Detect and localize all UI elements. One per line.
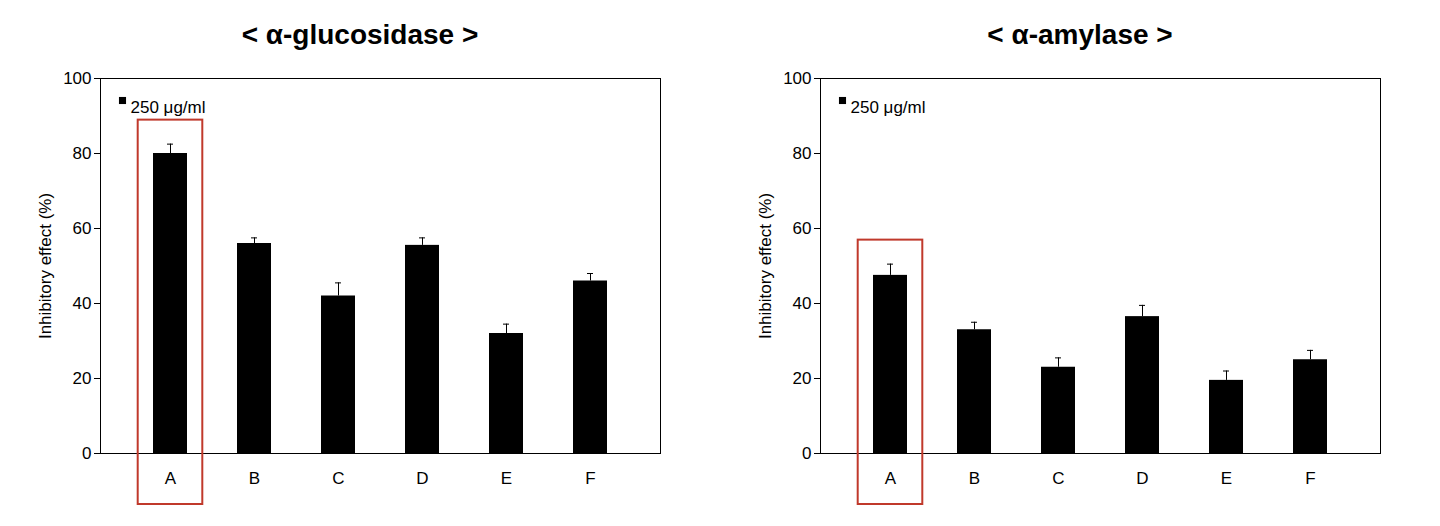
svg-text:B: B [249, 469, 260, 488]
svg-text:F: F [585, 469, 595, 488]
svg-text:80: 80 [73, 144, 92, 163]
svg-text:D: D [416, 469, 428, 488]
svg-text:100: 100 [63, 69, 91, 88]
svg-text:60: 60 [793, 219, 812, 238]
svg-text:C: C [332, 469, 344, 488]
svg-text:B: B [969, 469, 980, 488]
svg-text:E: E [1221, 469, 1232, 488]
svg-text:20: 20 [73, 369, 92, 388]
svg-text:40: 40 [73, 294, 92, 313]
svg-text:0: 0 [82, 444, 91, 463]
svg-text:A: A [885, 469, 897, 488]
html-text:< α-glucosidase >: < α-glucosidase > [241, 19, 479, 50]
svg-text:F: F [1305, 469, 1315, 488]
svg-text:100: 100 [783, 69, 811, 88]
svg-text:0: 0 [802, 444, 811, 463]
svg-text:80: 80 [793, 144, 812, 163]
svg-text:250 μg/ml: 250 μg/ml [851, 98, 926, 117]
svg-text:D: D [1136, 469, 1148, 488]
svg-text:40: 40 [793, 294, 812, 313]
svg-text:Inhibitory effect (%): Inhibitory effect (%) [756, 193, 775, 339]
svg-text:C: C [1052, 469, 1064, 488]
svg-text:A: A [165, 469, 177, 488]
svg-text:Inhibitory effect (%): Inhibitory effect (%) [36, 193, 55, 339]
svg-text:20: 20 [793, 369, 812, 388]
svg-text:E: E [501, 469, 512, 488]
html-text:< α-amylase >: < α-amylase > [987, 19, 1173, 50]
svg-text:250 μg/ml: 250 μg/ml [131, 98, 206, 117]
svg-text:60: 60 [73, 219, 92, 238]
